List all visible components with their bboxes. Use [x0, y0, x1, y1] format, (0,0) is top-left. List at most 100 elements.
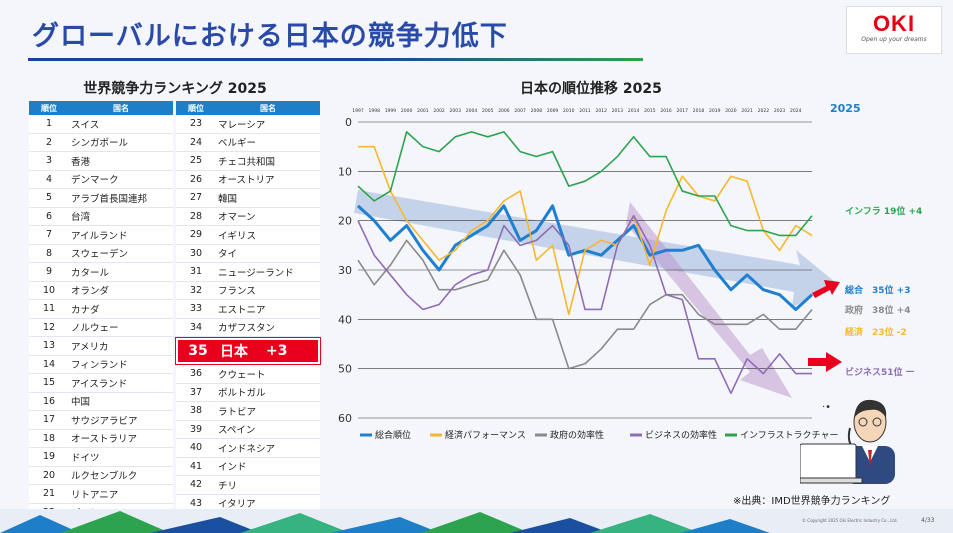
table-row: 28 オマーン — [176, 207, 320, 226]
y-tick-label: 20 — [338, 215, 352, 228]
table-row: 36 クウェート — [176, 365, 320, 384]
x-tick-label: 2000 — [401, 108, 413, 114]
series-end-label: 総合 35位 +3 — [845, 284, 910, 296]
x-tick-label: 2017 — [677, 108, 689, 114]
rank-number: 8 — [45, 247, 53, 259]
country-name: ニュージーランド — [218, 267, 294, 279]
rank-number: 23 — [189, 118, 203, 130]
rank-number: 37 — [189, 386, 203, 398]
x-tick-label: 2005 — [482, 108, 494, 114]
table-row: 12 ノルウェー — [29, 318, 173, 337]
ranking-table-right: 順位 国名 23 マレーシア 24 ベルギー 25 チェコ共和国 26 オーストリア 27 韓国 2… — [175, 101, 321, 532]
x-tick-label: 2023 — [774, 108, 786, 114]
rank-number: 10 — [42, 284, 56, 296]
table-row: 20 ルクセンブルク — [29, 466, 173, 485]
table-row: 11 カナダ — [29, 300, 173, 319]
table-row: 13 アメリカ — [29, 337, 173, 356]
header-country: 国名 — [113, 103, 129, 113]
rank-number: 19 — [42, 451, 56, 463]
table-row: 30 タイ — [176, 244, 320, 263]
table-row: 4 デンマーク — [29, 170, 173, 189]
country-name: タイ — [218, 249, 238, 261]
chart-series — [356, 131, 814, 395]
x-tick-label: 2010 — [563, 108, 575, 114]
trend-arrows — [354, 190, 835, 398]
chart-grid: 0 10 20 30 40 50 60 — [338, 116, 812, 425]
legend-label: 経済パフォーマンス — [445, 429, 526, 441]
table-row: 42 チリ — [176, 476, 320, 495]
series-end-label: ビジネス51位 ー — [845, 366, 915, 378]
x-tick-label: 2022 — [758, 108, 770, 114]
x-axis-ticks: 1997 1998 1999 2000 2001 2002 2003 2004 2005 2006… — [352, 108, 801, 114]
country-name: ベルギー — [218, 138, 257, 150]
rank-number: 3 — [45, 155, 53, 167]
country-name: ノルウェー — [71, 323, 119, 335]
table-row: 26 オーストリア — [176, 170, 320, 189]
country-name: サウジアラビア — [71, 415, 138, 427]
person-glasses-left — [858, 417, 868, 427]
source-note: ※出典：IMD世界競争力ランキング — [733, 496, 891, 507]
series-line-4 — [357, 131, 813, 237]
country-name: ポルトガル — [218, 388, 266, 400]
series-line-3 — [357, 214, 812, 395]
country-name: スイス — [71, 119, 100, 131]
x-tick-label: 2008 — [531, 108, 543, 114]
header-country: 国名 — [260, 103, 276, 113]
country-name: ラトビア — [218, 406, 257, 418]
rank-number: 18 — [42, 432, 56, 444]
country-name: オランダ — [71, 286, 110, 298]
person-glasses-right — [872, 417, 882, 427]
rank-number: 26 — [189, 173, 203, 185]
rank-number: 15 — [42, 377, 56, 389]
rank-number: 43 — [189, 497, 203, 509]
table-row: 24 ベルギー — [176, 133, 320, 152]
country-name: 韓国 — [218, 193, 238, 205]
table-row: 27 韓国 — [176, 189, 320, 208]
ranking-rows-right-top: 23 マレーシア 24 ベルギー 25 チェコ共和国 26 オーストリア 27 韓国 28 オマーン 2… — [176, 115, 320, 337]
rank-number: 31 — [189, 266, 203, 278]
header-rank: 順位 — [188, 103, 204, 113]
country-name: 台湾 — [71, 212, 91, 224]
ranking-header: 順位 国名 — [176, 101, 320, 115]
y-tick-label: 10 — [338, 165, 352, 178]
table-row: 34 カザフスタン — [176, 318, 320, 337]
rank-number: 28 — [189, 210, 203, 222]
series-end-label: 政府 38位 +4 — [845, 304, 910, 316]
oki-logo: OKI Open up your dreams — [846, 6, 942, 54]
country-name: リトアニア — [71, 489, 119, 501]
line-chart: 0 10 20 30 40 50 60 1997 1998 1999 2000 2001 2002 20… — [338, 102, 922, 441]
y-tick-label: 30 — [338, 264, 352, 277]
table-row: 18 オーストラリア — [29, 429, 173, 448]
table-row: 14 フィンランド — [29, 355, 173, 374]
x-tick-label: 2016 — [660, 108, 672, 114]
rank-number: 30 — [189, 247, 203, 259]
country-name: エストニア — [218, 304, 266, 316]
table-row: 33 エストニア — [176, 300, 320, 319]
x-tick-label: 2018 — [693, 108, 705, 114]
title-underline — [28, 58, 643, 61]
rank-number: 42 — [189, 479, 203, 491]
rank-number: 14 — [42, 358, 56, 370]
table-row: 10 オランダ — [29, 281, 173, 300]
table-row: 9 カタール — [29, 263, 173, 282]
rank-number: 2 — [45, 136, 53, 148]
country-name: マレーシア — [218, 119, 266, 131]
y-tick-label: 60 — [338, 412, 352, 425]
rank-number: 6 — [45, 210, 53, 222]
highlight-year: 2025 — [830, 102, 861, 115]
x-tick-label: 2019 — [709, 108, 721, 114]
country-name: 中国 — [71, 397, 91, 409]
country-name: オマーン — [218, 212, 256, 224]
country-name: フランス — [218, 286, 256, 298]
country-name: チェコ共和国 — [218, 156, 276, 168]
country-name: オーストラリア — [71, 434, 138, 446]
x-tick-label: 1999 — [385, 108, 397, 114]
rank-number: 33 — [189, 303, 203, 315]
rank-number: 29 — [189, 229, 203, 241]
x-tick-label: 2024 — [790, 108, 802, 114]
laptop — [800, 443, 857, 481]
rank-number: 34 — [189, 321, 203, 333]
table-row: 37 ポルトガル — [176, 383, 320, 402]
ranking-table-left: 順位 国名 1 スイス 2 シンガポール 3 香港 4 デンマーク 5 アラブ首長国連邦 6 台湾 7 ア… — [29, 101, 173, 522]
red-arrow-up — [812, 280, 840, 298]
